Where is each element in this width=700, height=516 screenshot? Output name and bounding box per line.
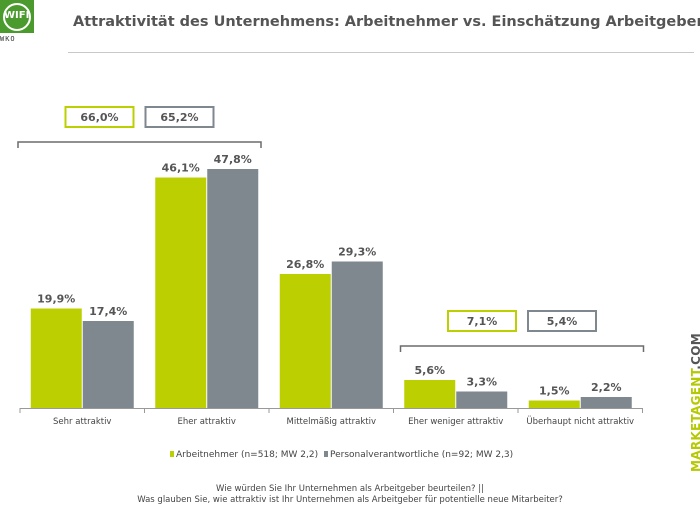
data-label-personalverantwortliche-3: 3,3% bbox=[466, 376, 497, 389]
group-total-box-0-0 bbox=[64, 106, 135, 128]
group-bracket-1 bbox=[399, 345, 645, 352]
data-label-personalverantwortliche-4: 2,2% bbox=[591, 381, 622, 394]
bar-personalverantwortliche-2 bbox=[331, 261, 383, 408]
legend-item-personalverantwortliche: Personalverantwortliche (n=92; MW 2,3) bbox=[324, 450, 513, 460]
data-label-arbeitnehmer-2: 26,8% bbox=[286, 258, 324, 271]
bar-arbeitnehmer-2 bbox=[279, 274, 331, 408]
legend-swatch-personalverantwortliche bbox=[324, 451, 328, 457]
logo-ring bbox=[3, 3, 31, 31]
group-total-label-0-1: 65,2% bbox=[160, 111, 198, 124]
legend-item-arbeitnehmer: Arbeitnehmer (n=518; MW 2,2) bbox=[170, 450, 318, 460]
data-label-arbeitnehmer-1: 46,1% bbox=[162, 162, 200, 175]
bar-arbeitnehmer-1 bbox=[155, 177, 207, 408]
legend-label-arbeitnehmer: Arbeitnehmer (n=518; MW 2,2) bbox=[176, 450, 319, 460]
chart-title: Attraktivität des Unternehmens: Arbeitne… bbox=[73, 14, 700, 30]
bar-personalverantwortliche-1 bbox=[207, 169, 259, 408]
brand-main: MARKETAGENT bbox=[689, 369, 700, 472]
data-label-arbeitnehmer-3: 5,6% bbox=[414, 364, 445, 377]
data-label-personalverantwortliche-0: 17,4% bbox=[89, 305, 127, 318]
footnote-question-2: Was glauben Sie, wie attraktiv ist Ihr U… bbox=[137, 495, 563, 505]
wifi-logo: WIFI WKO bbox=[0, 0, 34, 46]
group-total-box-1-0 bbox=[447, 310, 517, 332]
logo-subtext: WKO bbox=[0, 35, 16, 43]
marketagent-brand: MARKETAGENT.COM bbox=[689, 333, 700, 472]
bar-personalverantwortliche-3 bbox=[456, 391, 508, 408]
category-label-3: Eher weniger attraktiv bbox=[408, 417, 503, 427]
bar-personalverantwortliche-4 bbox=[580, 397, 632, 408]
group-bracket-0 bbox=[17, 141, 262, 148]
category-label-1: Eher attraktiv bbox=[178, 417, 236, 427]
legend-label-personalverantwortliche: Personalverantwortliche (n=92; MW 2,3) bbox=[330, 450, 514, 460]
data-label-personalverantwortliche-2: 29,3% bbox=[338, 246, 376, 259]
bar-arbeitnehmer-0 bbox=[30, 308, 82, 408]
bar-arbeitnehmer-3 bbox=[404, 380, 456, 408]
logo-text: WIFI bbox=[4, 10, 30, 21]
group-total-label-1-1: 5,4% bbox=[547, 315, 578, 328]
category-label-4: Überhaupt nicht attraktiv bbox=[526, 416, 634, 427]
brand-suffix: .COM bbox=[689, 333, 700, 370]
category-label-0: Sehr attraktiv bbox=[53, 417, 111, 427]
data-label-arbeitnehmer-4: 1,5% bbox=[539, 385, 570, 398]
group-total-box-1-1 bbox=[527, 310, 597, 332]
group-total-label-0-0: 66,0% bbox=[80, 111, 118, 124]
group-total-label-1-0: 7,1% bbox=[467, 315, 498, 328]
data-label-arbeitnehmer-0: 19,9% bbox=[37, 293, 75, 306]
bar-arbeitnehmer-4 bbox=[528, 400, 580, 408]
group-total-box-0-1 bbox=[144, 106, 215, 128]
footnote-question-1: Wie würden Sie Ihr Unternehmen als Arbei… bbox=[216, 484, 484, 494]
category-label-2: Mittelmäßig attraktiv bbox=[287, 417, 376, 427]
bar-personalverantwortliche-0 bbox=[82, 321, 134, 408]
data-label-personalverantwortliche-1: 47,8% bbox=[214, 153, 252, 166]
logo-mark: WIFI bbox=[0, 0, 34, 33]
legend-swatch-arbeitnehmer bbox=[170, 451, 174, 457]
title-divider bbox=[68, 52, 694, 53]
